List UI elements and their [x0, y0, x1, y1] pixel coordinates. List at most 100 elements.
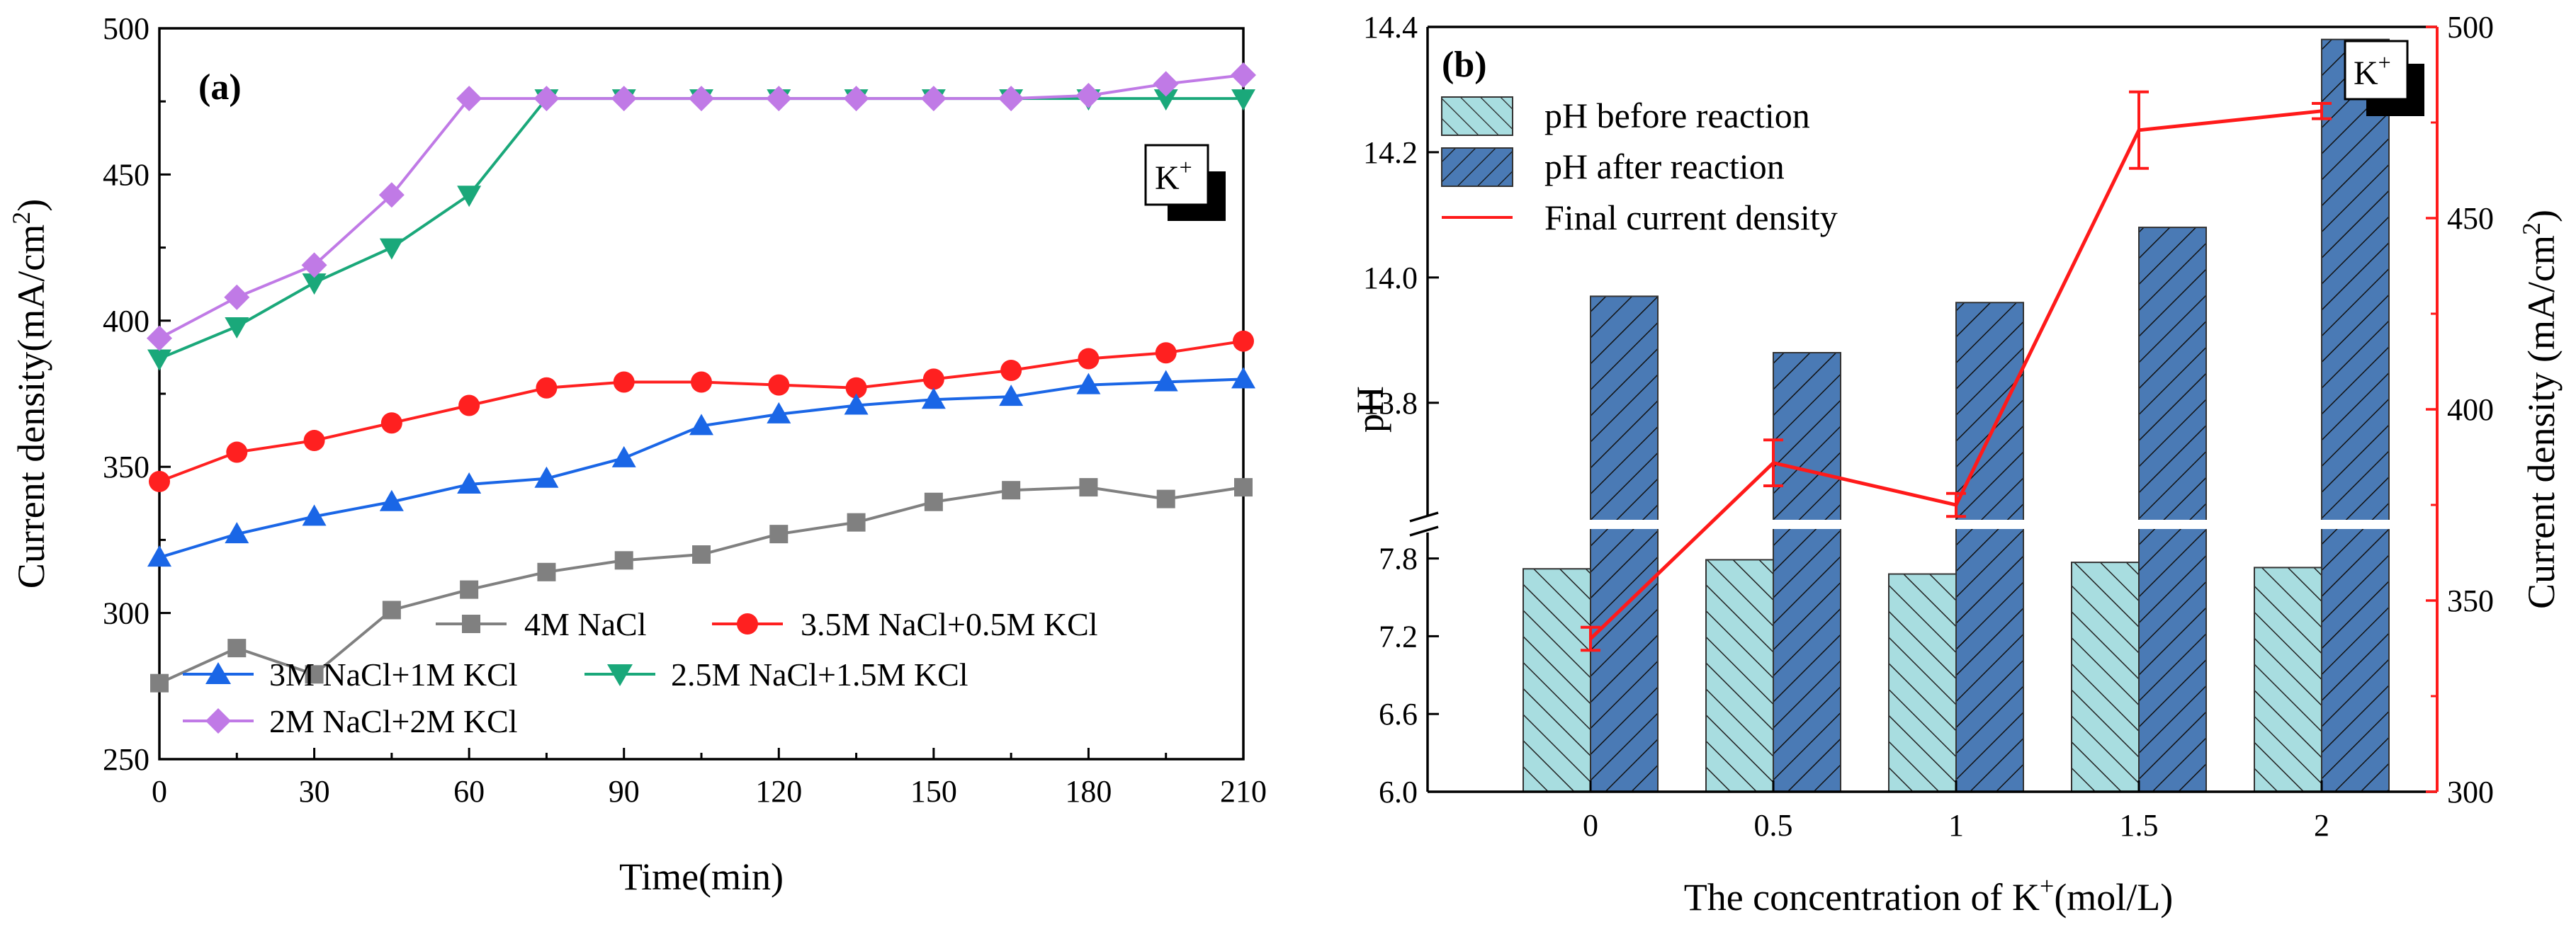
data-point: [1000, 359, 1022, 381]
svg-text:pH after reaction: pH after reaction: [1544, 147, 1785, 186]
x-tick-label-a: 120: [755, 774, 802, 809]
data-point: [1075, 82, 1102, 108]
y2-tick-label: 450: [2447, 201, 2494, 236]
data-point: [457, 186, 482, 207]
y-tick-label-a: 300: [103, 596, 149, 631]
x-tick-label-a: 60: [453, 774, 485, 809]
data-point: [1233, 330, 1254, 352]
legend-ph-after: pH after reaction: [1441, 147, 1785, 187]
data-point: [149, 470, 170, 492]
data-point: [225, 317, 249, 339]
data-point: [227, 639, 247, 658]
x-tick-label-b: 0: [1583, 808, 1598, 843]
bar-ph-before: [1705, 559, 1774, 792]
legend-ph-before: pH before reaction: [1441, 96, 1810, 136]
svg-text:K+: K+: [1155, 154, 1192, 197]
data-point: [380, 412, 402, 434]
y-tick-label-a: 450: [103, 157, 149, 192]
y-tick-label-b: 6.0: [1379, 775, 1418, 809]
data-point: [1156, 489, 1175, 508]
data-point: [1155, 342, 1177, 364]
svg-text:4M NaCl: 4M NaCl: [524, 606, 647, 642]
legend-4m-nacl: 4M NaCl: [436, 606, 647, 642]
data-point: [998, 86, 1024, 112]
panel-b-ylabel: pH: [1349, 386, 1391, 433]
data-point: [302, 273, 327, 295]
y-tick-label-a: 400: [103, 304, 149, 339]
panel-a-badge: K+: [1144, 144, 1226, 221]
data-point: [537, 562, 556, 581]
data-point: [301, 252, 327, 278]
data-point: [458, 394, 480, 416]
y-tick-label-a: 350: [103, 450, 149, 484]
data-point: [845, 377, 867, 399]
data-point: [921, 387, 946, 409]
y-tick-label-b: 6.6: [1379, 697, 1418, 732]
data-point: [769, 525, 789, 544]
data-point: [147, 349, 171, 371]
data-point: [924, 492, 943, 511]
data-point: [379, 238, 404, 260]
data-point: [999, 385, 1024, 406]
data-point: [1231, 367, 1255, 389]
bar-ph-after: [1955, 302, 2024, 792]
y-tick-label-a: 500: [103, 11, 149, 46]
bar-ph-before: [1523, 568, 1591, 792]
data-point: [1002, 481, 1021, 500]
data-point: [382, 601, 401, 620]
data-point: [766, 86, 792, 112]
bar-ph-before: [1888, 573, 1957, 792]
data-point: [224, 284, 250, 310]
x-tick-label-a: 180: [1065, 774, 1112, 809]
panel-b: 0 0.5 1 1.5 2 6.0 6.6 7.2 7.8 13.8 14.0 14.2 14.4 300…: [1349, 10, 2563, 919]
data-point: [689, 86, 714, 112]
y2-tick-label: 400: [2447, 392, 2494, 427]
panel-a-series: [147, 62, 1256, 693]
x-tick-label-a: 30: [299, 774, 330, 809]
data-point: [303, 430, 325, 452]
panel-b-label: (b): [1442, 45, 1487, 85]
panel-b-badge: K+: [2344, 40, 2424, 116]
series-line: [159, 486, 1244, 685]
data-point: [1076, 372, 1101, 394]
data-point: [613, 371, 635, 393]
data-point: [920, 86, 947, 112]
data-point: [691, 371, 712, 393]
svg-text:2M NaCl+2M KCl: 2M NaCl+2M KCl: [269, 703, 518, 739]
y2-tick-label: 350: [2447, 584, 2494, 618]
badge-b-text: K: [2354, 55, 2378, 92]
data-point: [767, 402, 791, 423]
y2-tick-label: 300: [2447, 775, 2494, 809]
series-line: [159, 377, 1244, 559]
bar-ph-after: [2321, 38, 2390, 793]
data-point: [457, 472, 482, 494]
data-point: [147, 325, 172, 351]
legend-final-current: Final current density: [1442, 198, 1838, 237]
panel-b-bars: [1523, 38, 2390, 793]
data-point: [226, 441, 248, 463]
svg-text:K+: K+: [2354, 50, 2391, 92]
bar-ph-before: [2254, 567, 2322, 792]
data-point: [1153, 71, 1179, 97]
badge-b-sup: +: [2378, 50, 2391, 75]
y-tick-label-b: 7.2: [1379, 619, 1418, 654]
data-point: [1231, 89, 1255, 111]
data-point: [147, 545, 171, 567]
data-point: [1153, 370, 1178, 392]
bar-ph-after: [2138, 227, 2207, 793]
data-point: [1153, 89, 1178, 111]
data-point: [533, 86, 560, 112]
x-tick-label-a: 210: [1220, 774, 1267, 809]
panel-a-xlabel: Time(min): [619, 855, 784, 898]
data-point: [611, 86, 637, 112]
data-point: [1231, 62, 1256, 89]
data-point: [692, 545, 711, 564]
y-tick-label-b: 7.8: [1379, 542, 1418, 576]
panel-b-legend: pH before reaction pH after reaction Fin…: [1441, 96, 1838, 237]
data-point: [614, 551, 633, 570]
x-tick-label-b: 2: [2314, 808, 2329, 843]
panel-b-y2label: Current density (mA/cm2): [2517, 210, 2563, 609]
y-tick-label-a: 250: [103, 742, 149, 777]
bar-ph-before: [2071, 562, 2140, 793]
